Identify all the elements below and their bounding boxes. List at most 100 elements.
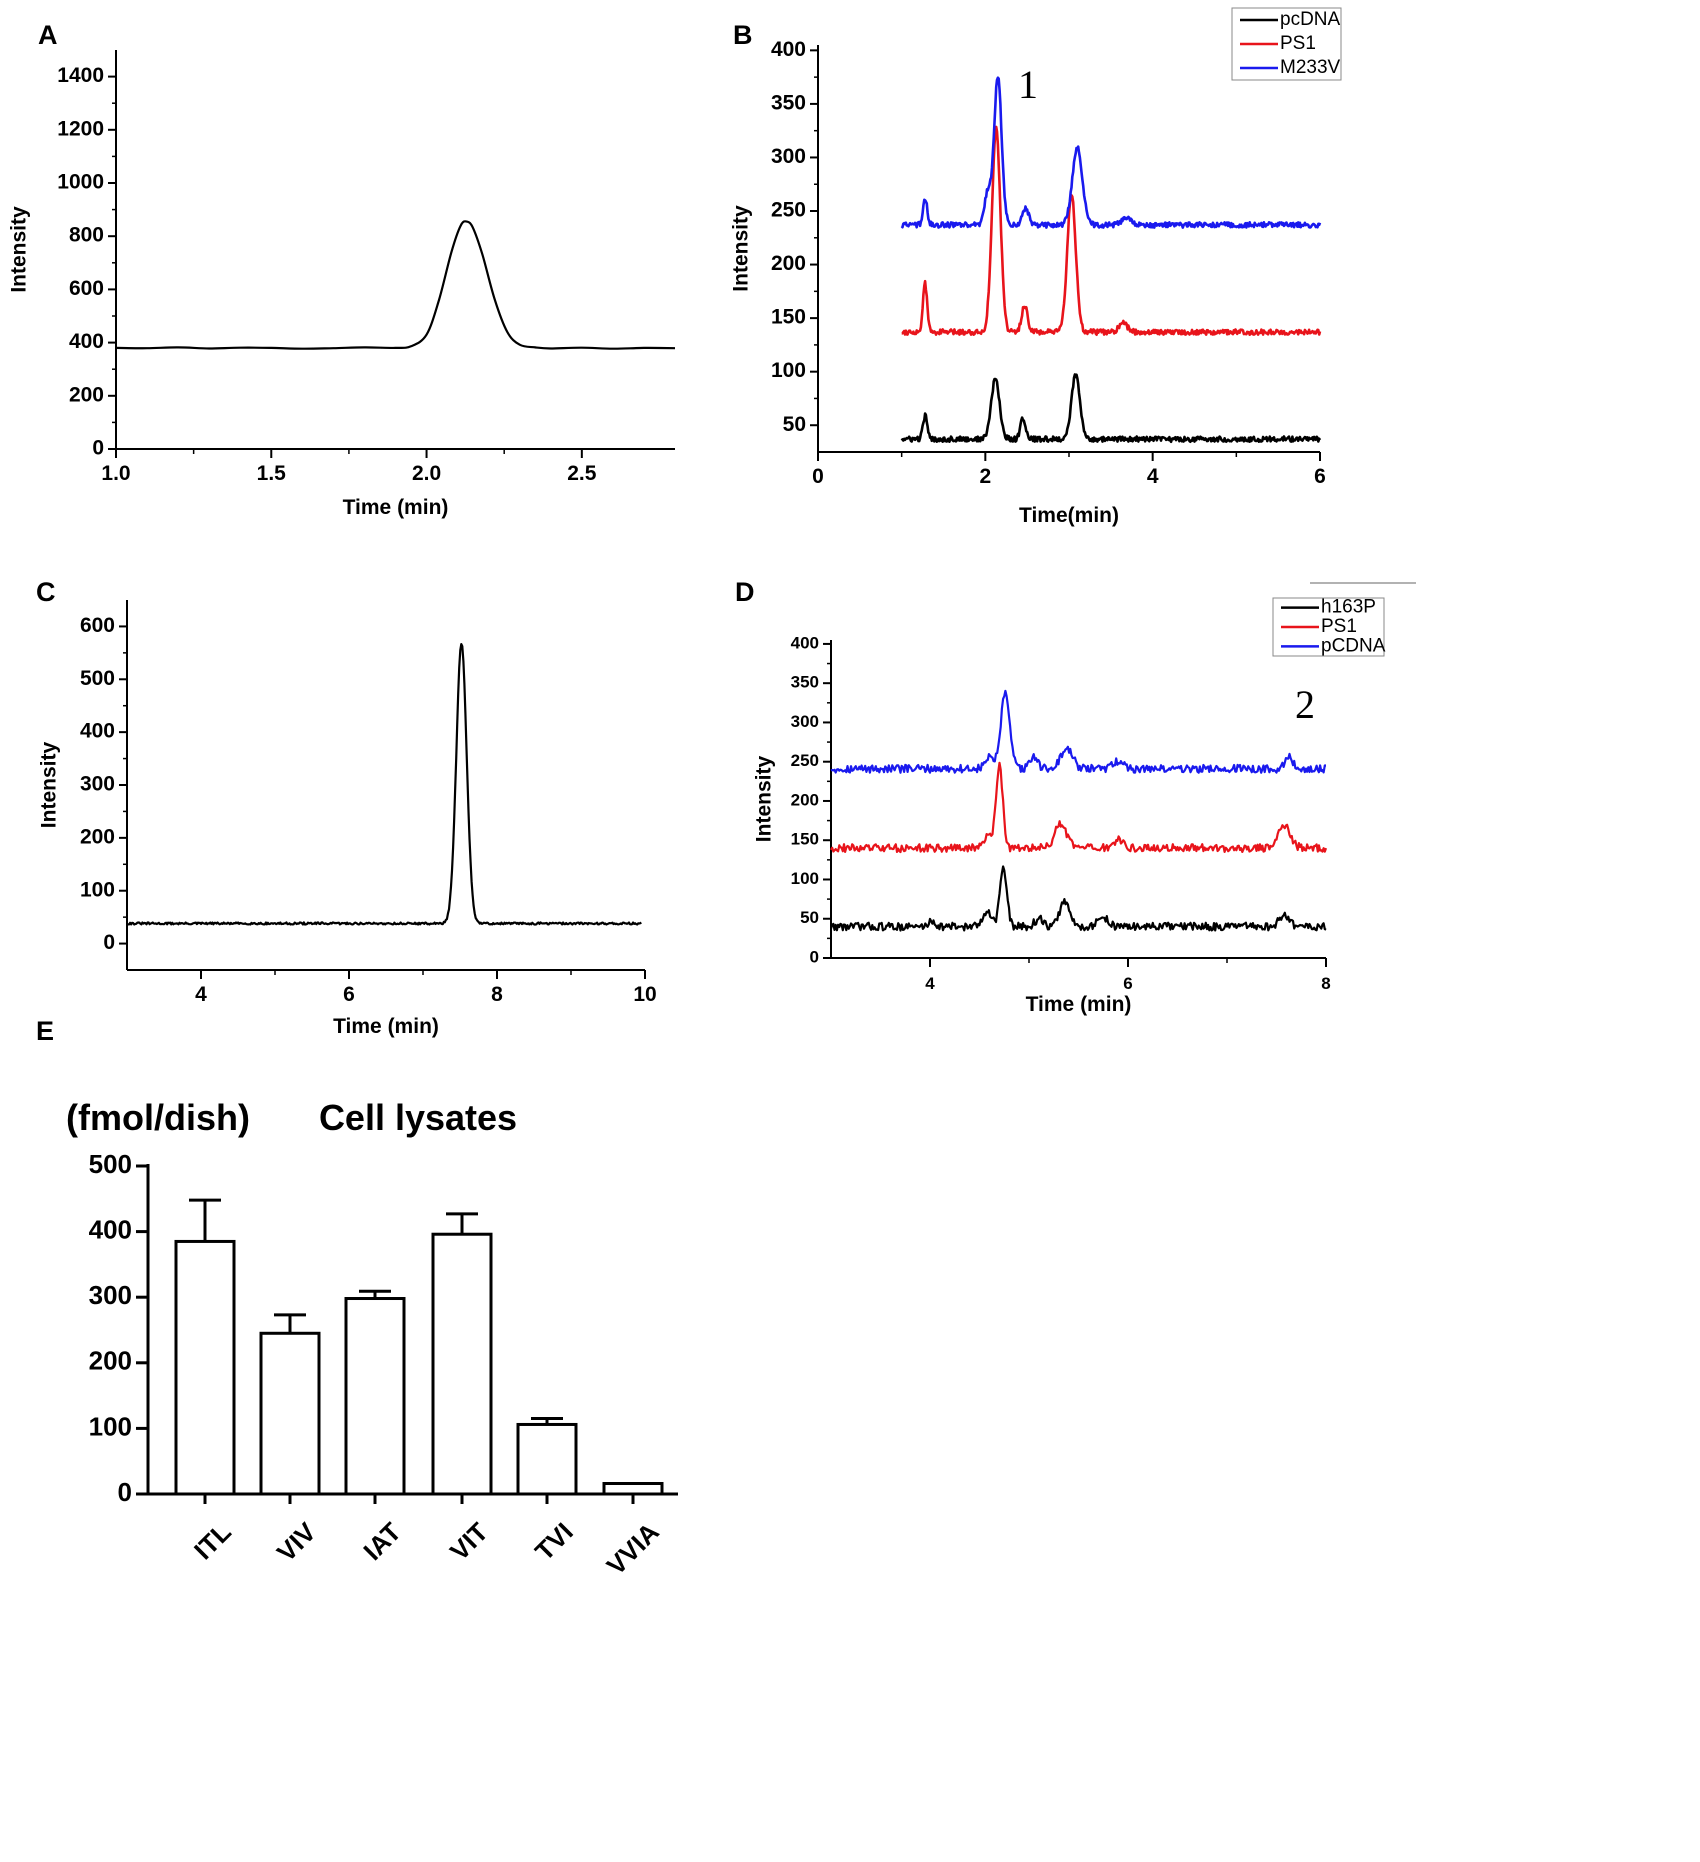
x-tick-label-vit: VIT (444, 1517, 494, 1567)
y-tick-label: 100 (791, 869, 819, 888)
y-tick-label: 400 (69, 330, 104, 353)
panel-e: E (fmol/dish) Cell lysates 0 100 200 300 400 500… (36, 1016, 678, 1581)
y-tick-label: 100 (89, 1411, 132, 1441)
y-tick-label: 150 (791, 830, 819, 849)
panel-label-c: C (36, 577, 56, 607)
y-tick-label: 1000 (57, 171, 104, 194)
panel-label-e: E (36, 1016, 54, 1046)
panel-label-d: D (735, 577, 755, 607)
panel-b: B 50 100 150 200 250 300 350 400 0 2 4 6 Time(min) Int… (730, 7, 1342, 527)
peak-annotation: 1 (1018, 62, 1038, 107)
x-tick-label-vvia: VVIA (601, 1516, 665, 1580)
y-tick-label: 0 (118, 1477, 132, 1507)
bar-tvi (516, 1422, 578, 1496)
legend-entry-ps1: PS1 (1280, 33, 1316, 54)
bar-itl (174, 1239, 236, 1496)
series-line-trace (115, 220, 676, 350)
y-tick-label: 300 (771, 145, 806, 168)
panel-label-a: A (38, 20, 58, 50)
y-tick-label: 250 (771, 199, 806, 222)
y-tick-label: 1200 (57, 117, 104, 140)
y-tick-label: 100 (80, 878, 115, 901)
bar-vit (431, 1232, 493, 1496)
series-line-ps1 (830, 761, 1328, 854)
y-axis-label: (fmol/dish) (66, 1097, 250, 1138)
y-tick-label: 350 (791, 673, 819, 692)
y-axis-label: Intensity (730, 205, 753, 292)
x-tick-label-itl: ITL (188, 1517, 237, 1566)
series-line-h163p (829, 865, 1327, 932)
series-line-ps1 (901, 125, 1322, 336)
series-line-pcdna (900, 373, 1322, 444)
y-tick-label: 400 (791, 633, 819, 652)
x-tick-label-iat: IAT (357, 1517, 407, 1567)
y-tick-label: 150 (771, 306, 806, 329)
y-tick-label: 300 (791, 712, 819, 731)
y-tick-label: 600 (69, 277, 104, 300)
y-tick-label: 50 (783, 413, 806, 436)
x-tick-label: 6 (1123, 974, 1132, 993)
bar-vvia (602, 1482, 664, 1496)
legend-entry-h163p: h163P (1321, 597, 1376, 618)
panel-c: C 0 100 200 300 400 500 600 4 6 8 10 Time (min) Inten… (36, 577, 657, 1038)
y-tick-label: 200 (69, 383, 104, 406)
x-tick-label-tvi: TVI (529, 1517, 579, 1567)
y-axis-label: Intensity (753, 756, 776, 843)
x-tick-label: 4 (925, 974, 935, 993)
legend-entry-pcdna: pCDNA (1321, 635, 1386, 656)
legend: pcDNA PS1 M233V (1231, 7, 1342, 81)
y-tick-label: 250 (791, 751, 819, 770)
x-tick-label: 1.0 (101, 462, 130, 485)
bar-viv (259, 1331, 321, 1496)
x-tick-label: 2.5 (567, 462, 597, 485)
legend-entry-ps1: PS1 (1321, 616, 1357, 637)
y-tick-label: 800 (69, 224, 104, 247)
y-tick-label: 500 (89, 1149, 132, 1179)
y-tick-label: 100 (771, 359, 806, 382)
x-axis-label: Time (min) (333, 1015, 439, 1038)
y-tick-label: 50 (800, 908, 819, 927)
peak-annotation: 2 (1295, 682, 1315, 727)
y-tick-label: 500 (80, 667, 115, 690)
x-tick-label: 8 (1321, 974, 1330, 993)
y-tick-label: 200 (80, 825, 115, 848)
bar-iat (344, 1297, 406, 1496)
x-tick-label: 10 (633, 983, 656, 1006)
x-tick-label: 4 (1147, 465, 1159, 488)
x-tick-label: 4 (195, 983, 207, 1006)
x-tick-label: 1.5 (257, 462, 287, 485)
panel-d: D 0 50 100 150 200 250 300 350 400 4 6 8 Time (min) In… (735, 577, 1386, 1016)
panel-label-b: B (733, 20, 753, 50)
y-tick-label: 0 (810, 947, 819, 966)
x-tick-label: 6 (1314, 465, 1326, 488)
chart-title: Cell lysates (319, 1097, 517, 1138)
series-line-m233v (900, 76, 1322, 229)
y-tick-label: 0 (103, 931, 115, 954)
y-tick-label: 0 (92, 437, 104, 460)
y-tick-label: 200 (791, 790, 819, 809)
x-tick-label: 2.0 (412, 462, 441, 485)
y-tick-label: 200 (771, 252, 806, 275)
y-tick-label: 1400 (57, 64, 104, 87)
y-tick-label: 400 (771, 38, 806, 61)
x-tick-label-viv: VIV (271, 1516, 322, 1567)
series-line-trace (126, 643, 642, 926)
y-tick-label: 300 (89, 1280, 132, 1310)
y-tick-label: 200 (89, 1346, 132, 1376)
legend-entry-pcdna: pcDNA (1280, 9, 1341, 30)
x-tick-label: 8 (491, 983, 503, 1006)
x-axis-label: Time(min) (1019, 504, 1119, 527)
panel-a: A 0 200 400 600 800 1000 1200 1400 1.0 1.5 2.0 2.5 Ti… (8, 20, 676, 519)
x-tick-label: 2 (979, 465, 991, 488)
x-axis-label: Time (min) (343, 496, 449, 519)
y-tick-label: 350 (771, 91, 806, 114)
y-tick-label: 400 (80, 720, 115, 743)
x-axis-label: Time (min) (1026, 993, 1132, 1016)
y-axis-label: Intensity (38, 742, 61, 829)
y-axis-label: Intensity (8, 206, 31, 293)
y-tick-label: 300 (80, 773, 115, 796)
legend-entry-m233v: M233V (1280, 57, 1341, 78)
y-tick-label: 600 (80, 614, 115, 637)
